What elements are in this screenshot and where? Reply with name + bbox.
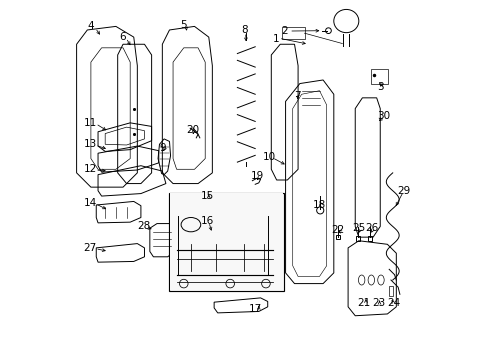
Text: 22: 22 (330, 225, 343, 235)
Text: 2: 2 (281, 26, 287, 36)
Bar (388, 286, 393, 296)
Text: 10: 10 (263, 152, 276, 162)
Text: 6: 6 (119, 32, 125, 42)
Text: 9: 9 (159, 143, 165, 153)
Text: 8: 8 (241, 25, 247, 35)
Text: 27: 27 (83, 243, 97, 253)
Text: 19: 19 (250, 171, 263, 181)
Bar (355, 237, 360, 241)
Text: 30: 30 (376, 111, 389, 121)
Text: 17: 17 (248, 303, 261, 314)
Text: 14: 14 (83, 198, 97, 208)
Text: 21: 21 (357, 298, 370, 308)
Text: 11: 11 (83, 118, 97, 128)
Text: 28: 28 (137, 221, 150, 231)
Bar (335, 235, 340, 239)
Text: 1: 1 (272, 34, 279, 44)
Text: 23: 23 (371, 298, 384, 308)
Text: 26: 26 (365, 223, 378, 233)
Text: 24: 24 (386, 298, 400, 308)
Text: 15: 15 (200, 191, 213, 201)
Text: 25: 25 (351, 223, 365, 233)
Text: 16: 16 (200, 216, 213, 226)
Bar (367, 237, 372, 241)
Text: 3: 3 (376, 82, 383, 92)
Text: 29: 29 (396, 186, 409, 196)
Text: 5: 5 (180, 19, 187, 30)
Text: 4: 4 (87, 21, 94, 31)
FancyBboxPatch shape (170, 193, 283, 290)
Text: 12: 12 (83, 164, 97, 174)
Text: 7: 7 (293, 91, 300, 101)
Text: 13: 13 (83, 139, 97, 149)
Text: 20: 20 (186, 125, 199, 135)
Text: 18: 18 (312, 200, 325, 210)
